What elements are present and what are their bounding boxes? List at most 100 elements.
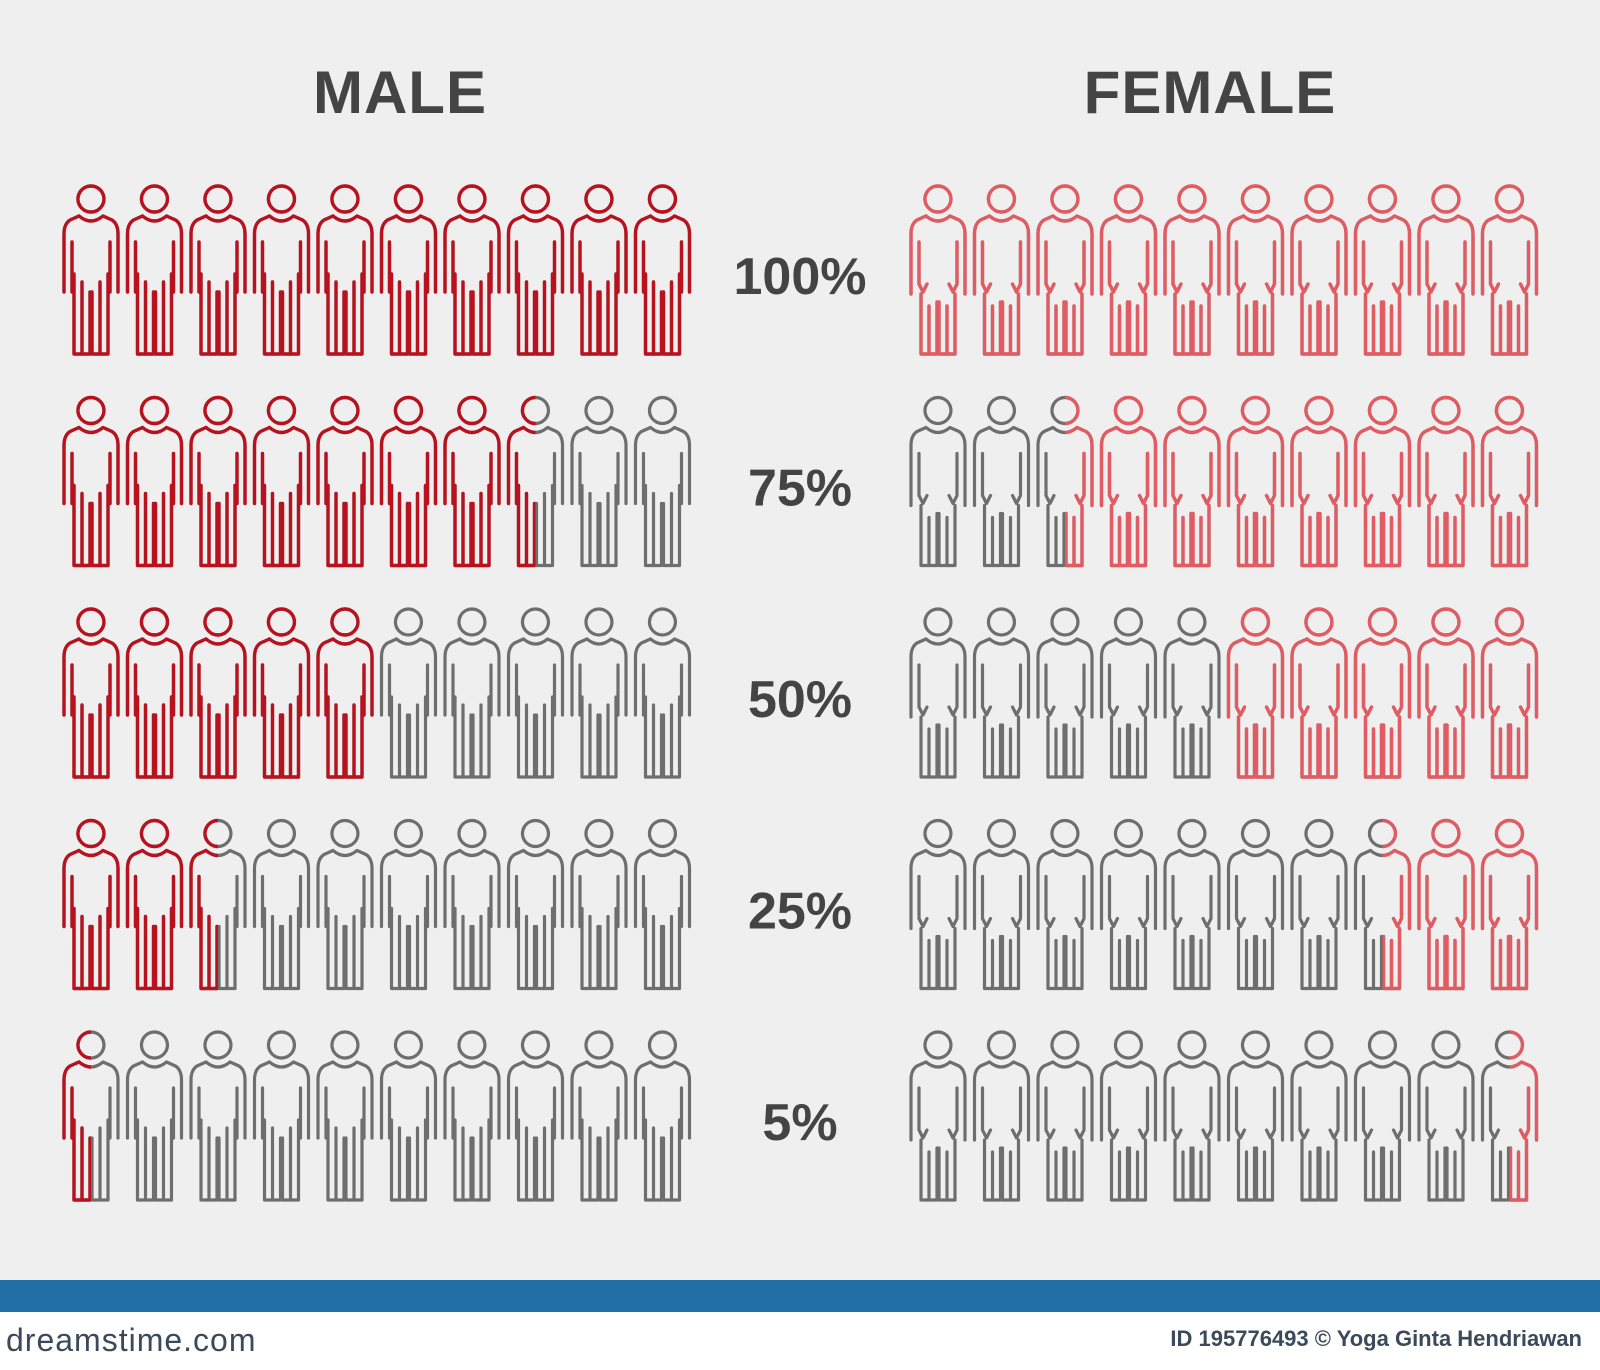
female-icon-r1-7 — [1353, 395, 1412, 568]
female-icon-r3-9 — [1480, 818, 1539, 991]
female-icon-r0-1 — [972, 184, 1031, 356]
male-heading: MALE — [313, 59, 487, 126]
female-icon-r1-9 — [1480, 395, 1539, 568]
male-icon-r2-9 — [633, 607, 692, 779]
female-icon-r2-0 — [909, 607, 967, 779]
female-icon-r0-5 — [1226, 184, 1285, 356]
male-icon-r0-5 — [379, 184, 438, 356]
female-icon-r4-7 — [1353, 1030, 1412, 1202]
male-icon-r1-6 — [443, 395, 501, 568]
female-icon-r3-6 — [1290, 818, 1348, 991]
male-icon-r3-5 — [379, 818, 438, 991]
female-icon-r1-6 — [1290, 395, 1348, 568]
footer: dreamstime.com ID 195776493 © Yoga Ginta… — [0, 1280, 1600, 1370]
female-icon-r4-6 — [1290, 1030, 1348, 1202]
female-icon-r0-3 — [1099, 184, 1158, 356]
male-icon-r1-8 — [570, 395, 628, 568]
male-icon-r1-3 — [252, 395, 311, 568]
female-icon-r1-5 — [1226, 395, 1285, 568]
male-icon-r3-8 — [570, 818, 628, 991]
female-icon-r4-5 — [1226, 1030, 1285, 1202]
female-icon-r2-7 — [1353, 607, 1412, 779]
male-icon-r3-4 — [316, 818, 374, 991]
male-icon-r2-6 — [443, 607, 501, 779]
female-icon-r4-4 — [1163, 1030, 1221, 1202]
female-icon-r3-5 — [1226, 818, 1285, 991]
percent-label: 100% — [734, 248, 867, 306]
female-icon-r0-2 — [1036, 184, 1094, 356]
male-icon-r0-8 — [570, 184, 628, 356]
male-icon-r3-9 — [633, 818, 692, 991]
female-icon-r2-1 — [972, 607, 1031, 779]
footer-bar — [0, 1280, 1600, 1312]
male-icon-r4-5 — [379, 1030, 438, 1202]
male-icon-r4-1 — [125, 1030, 184, 1202]
male-icon-r1-4 — [316, 395, 374, 568]
percent-label: 50% — [748, 671, 852, 729]
female-icon-r1-2 — [1036, 395, 1094, 568]
male-icon-r3-0 — [62, 818, 120, 991]
male-icon-r2-2 — [189, 607, 247, 779]
male-icon-r1-2 — [189, 395, 247, 568]
male-icon-r4-7 — [506, 1030, 565, 1202]
female-icon-r0-8 — [1417, 184, 1475, 356]
female-icon-r2-3 — [1099, 607, 1158, 779]
male-icon-r2-4 — [316, 607, 374, 779]
male-icon-r0-3 — [252, 184, 311, 356]
percent-label: 75% — [748, 460, 852, 518]
female-icon-r2-2 — [1036, 607, 1094, 779]
male-icon-r3-1 — [125, 818, 184, 991]
male-icon-r4-4 — [316, 1030, 374, 1202]
male-icon-r1-1 — [125, 395, 184, 568]
male-icon-r2-1 — [125, 607, 184, 779]
female-icon-r2-5 — [1226, 607, 1285, 779]
male-icon-r0-7 — [506, 184, 565, 356]
male-icon-r1-5 — [379, 395, 438, 568]
female-icon-r1-0 — [909, 395, 967, 568]
female-icon-r3-8 — [1417, 818, 1475, 991]
female-icon-r3-7 — [1353, 818, 1412, 991]
male-icon-r4-2 — [189, 1030, 247, 1202]
male-icon-r3-3 — [252, 818, 311, 991]
female-icon-r3-2 — [1036, 818, 1094, 991]
female-icon-r4-1 — [972, 1030, 1031, 1202]
male-icon-r4-3 — [252, 1030, 311, 1202]
female-icon-r3-4 — [1163, 818, 1221, 991]
percent-label: 5% — [762, 1094, 837, 1152]
female-icon-r1-4 — [1163, 395, 1221, 568]
male-icon-r4-0 — [62, 1030, 120, 1202]
female-icon-r2-6 — [1290, 607, 1348, 779]
male-icon-r0-1 — [125, 184, 184, 356]
female-icon-r4-9 — [1480, 1030, 1539, 1202]
male-icon-r4-9 — [633, 1030, 692, 1202]
male-icon-r0-9 — [633, 184, 692, 356]
female-icon-r0-6 — [1290, 184, 1348, 356]
male-icon-r1-0 — [62, 395, 120, 568]
male-icon-r4-8 — [570, 1030, 628, 1202]
female-icon-r2-9 — [1480, 607, 1539, 779]
male-icon-r0-6 — [443, 184, 501, 356]
male-icon-r0-2 — [189, 184, 247, 356]
male-icon-r3-6 — [443, 818, 501, 991]
female-icon-r2-4 — [1163, 607, 1221, 779]
male-icon-r2-0 — [62, 607, 120, 779]
female-icon-r1-3 — [1099, 395, 1158, 568]
female-icon-r0-7 — [1353, 184, 1412, 356]
female-icon-r1-8 — [1417, 395, 1475, 568]
percent-label: 25% — [748, 883, 852, 941]
footer-logo: dreamstime.com — [6, 1322, 257, 1358]
male-icon-r1-9 — [633, 395, 692, 568]
male-icon-r2-5 — [379, 607, 438, 779]
female-icon-r2-8 — [1417, 607, 1475, 779]
male-icon-r0-4 — [316, 184, 374, 356]
male-icon-r2-3 — [252, 607, 311, 779]
female-icon-r4-3 — [1099, 1030, 1158, 1202]
male-icon-r4-6 — [443, 1030, 501, 1202]
female-icon-r0-9 — [1480, 184, 1539, 356]
female-icon-r4-8 — [1417, 1030, 1475, 1202]
female-icon-r3-0 — [909, 818, 967, 991]
male-icon-r3-7 — [506, 818, 565, 991]
female-icon-r0-0 — [909, 184, 967, 356]
male-icon-r0-0 — [62, 184, 120, 356]
male-icon-r3-2 — [189, 818, 247, 991]
